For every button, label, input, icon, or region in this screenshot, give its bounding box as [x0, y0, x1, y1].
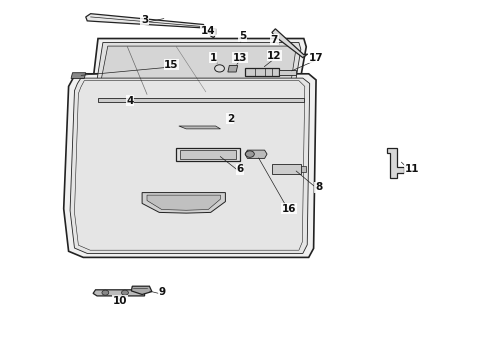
Polygon shape: [245, 68, 279, 76]
Text: 13: 13: [233, 53, 247, 63]
Circle shape: [102, 290, 109, 295]
Polygon shape: [279, 70, 296, 75]
Text: 3: 3: [141, 15, 148, 25]
Circle shape: [215, 65, 224, 72]
Text: 4: 4: [126, 96, 134, 106]
Polygon shape: [180, 150, 236, 159]
Polygon shape: [179, 126, 220, 129]
Polygon shape: [272, 164, 301, 174]
Polygon shape: [98, 98, 304, 102]
Polygon shape: [245, 150, 267, 158]
Text: 9: 9: [158, 287, 165, 297]
Text: 8: 8: [315, 182, 322, 192]
Text: 17: 17: [309, 53, 323, 63]
Text: 7: 7: [270, 35, 278, 45]
Polygon shape: [210, 29, 216, 38]
Polygon shape: [131, 286, 152, 294]
Polygon shape: [71, 73, 86, 78]
Text: 1: 1: [210, 53, 217, 63]
Polygon shape: [92, 39, 306, 101]
Polygon shape: [100, 46, 295, 94]
Polygon shape: [387, 148, 404, 178]
Polygon shape: [176, 148, 240, 161]
Text: 16: 16: [282, 204, 296, 214]
Text: 14: 14: [201, 26, 216, 36]
Text: 11: 11: [404, 164, 419, 174]
Text: 5: 5: [239, 31, 246, 41]
Polygon shape: [96, 42, 301, 98]
Text: 10: 10: [113, 296, 127, 306]
Circle shape: [245, 151, 254, 157]
Text: 2: 2: [227, 114, 234, 124]
Text: 15: 15: [164, 60, 179, 70]
Polygon shape: [86, 14, 206, 28]
Text: 6: 6: [237, 164, 244, 174]
Polygon shape: [142, 193, 225, 213]
Polygon shape: [64, 74, 316, 257]
Polygon shape: [70, 78, 310, 253]
Polygon shape: [301, 166, 306, 172]
Polygon shape: [228, 66, 238, 72]
Polygon shape: [97, 103, 301, 130]
Circle shape: [122, 290, 128, 295]
Polygon shape: [93, 290, 145, 296]
Polygon shape: [272, 29, 308, 58]
Text: 12: 12: [267, 51, 282, 61]
Polygon shape: [147, 195, 220, 210]
